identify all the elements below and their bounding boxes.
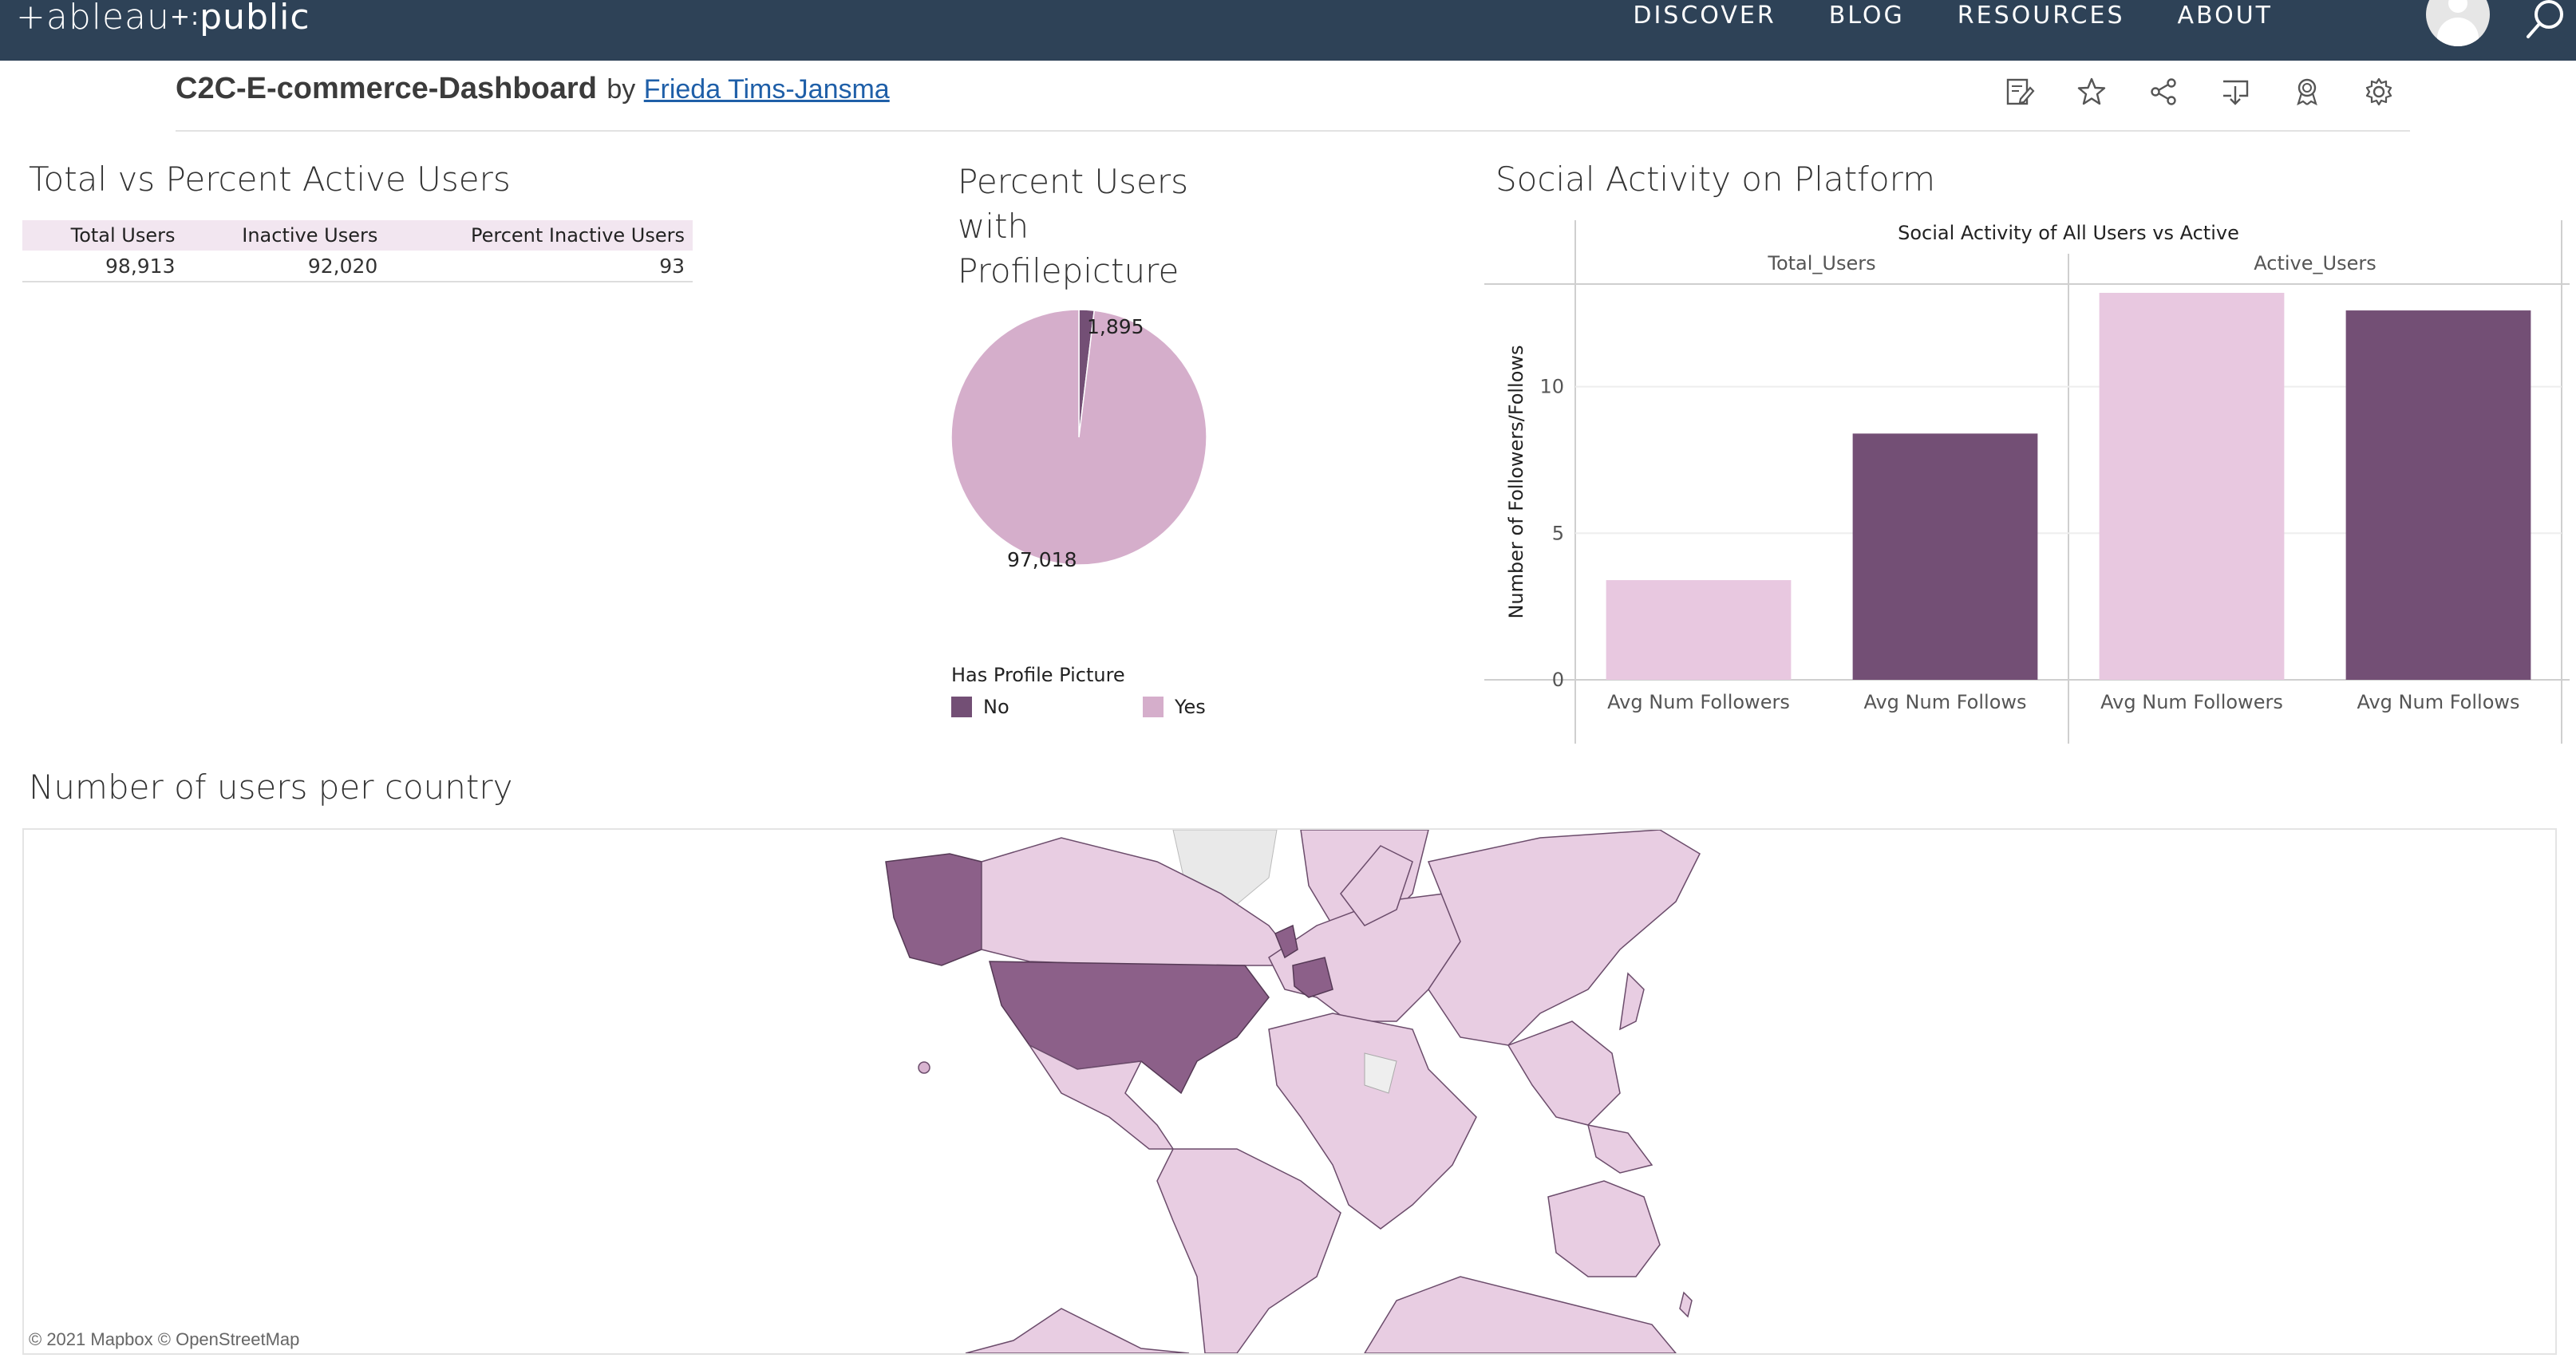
bar[interactable] [2099, 293, 2285, 680]
cell-total-users: 98,913 [22, 251, 184, 282]
legend-swatch-no [951, 697, 972, 717]
nav-blog[interactable]: BLOG [1828, 2, 1905, 30]
bar-chart-title: Social Activity of All Users vs Active [1898, 222, 2239, 244]
title-divider [176, 130, 2410, 132]
pie-label-no: 1,895 [1087, 315, 1144, 338]
viz-title: C2C-E-commerce-Dashboard [176, 72, 597, 105]
share-icon[interactable] [2148, 77, 2179, 107]
x-tick-label: Avg Num Follows [2357, 691, 2519, 713]
viz-by: by [606, 74, 636, 105]
nav-resources[interactable]: RESOURCES [1957, 2, 2125, 30]
search-icon[interactable] [2522, 0, 2570, 43]
viz-toolbar [2005, 77, 2394, 107]
badge-icon[interactable] [2292, 77, 2322, 107]
y-tick-label: 0 [1552, 669, 1564, 691]
col-total-users: Total Users [22, 220, 184, 251]
avatar[interactable] [2426, 0, 2490, 46]
legend-swatch-yes [1143, 697, 1164, 717]
bar[interactable] [1852, 433, 2038, 680]
tableau-public-logo[interactable]: +ableau+:public [16, 0, 310, 38]
panel-header: Total_Users [1767, 252, 1875, 274]
edit-icon[interactable] [2005, 77, 2035, 107]
kpi-table: Total Users Inactive Users Percent Inact… [22, 220, 693, 282]
col-percent-inactive: Percent Inactive Users [385, 220, 693, 251]
pie-slice-yes[interactable] [950, 309, 1207, 566]
cell-percent-inactive: 93 [385, 251, 693, 282]
y-tick-label: 5 [1552, 522, 1564, 544]
users-per-country-map[interactable] [22, 828, 2557, 1355]
col-inactive-users: Inactive Users [183, 220, 386, 251]
map-attribution: © 2021 Mapbox © OpenStreetMap [29, 1329, 300, 1349]
map-sheet-title: Number of users per country [29, 768, 513, 807]
author-link[interactable]: Frieda Tims-Jansma [643, 74, 890, 105]
star-icon[interactable] [2076, 77, 2107, 107]
bar[interactable] [1606, 580, 1792, 680]
panel-header: Active_Users [2254, 252, 2376, 274]
viz-title-bar: C2C-E-commerce-Dashboard by Frieda Tims-… [176, 72, 890, 116]
nav-about[interactable]: ABOUT [2177, 2, 2273, 30]
download-icon[interactable] [2220, 77, 2250, 107]
social-activity-bar-chart[interactable]: Social Activity of All Users vs Active 0 5… [1484, 214, 2570, 748]
pie-legend: Has Profile Picture No Yes [951, 664, 1334, 718]
profile-picture-pie[interactable]: 1,895 97,018 [942, 295, 1245, 582]
table-row[interactable]: 98,913 92,020 93 [22, 251, 693, 282]
x-tick-label: Avg Num Followers [2100, 691, 2283, 713]
cell-inactive-users: 92,020 [183, 251, 386, 282]
x-tick-label: Avg Num Follows [1863, 691, 2026, 713]
bar-sheet-title: Social Activity on Platform [1495, 160, 1936, 199]
nav-discover[interactable]: DISCOVER [1633, 2, 1776, 30]
table-sheet-title: Total vs Percent Active Users [29, 160, 511, 199]
x-tick-label: Avg Num Followers [1607, 691, 1790, 713]
y-tick-label: 10 [1539, 376, 1564, 398]
y-axis-label: Number of Followers/Follows [1505, 345, 1527, 618]
bar[interactable] [2345, 310, 2531, 680]
legend-title: Has Profile Picture [951, 664, 1125, 686]
legend-item-no[interactable]: No [951, 696, 1143, 718]
nav-links: DISCOVER BLOG RESOURCES ABOUT [1633, 0, 2273, 32]
gear-icon[interactable] [2364, 77, 2394, 107]
pie-label-yes: 97,018 [1007, 548, 1077, 571]
top-nav: +ableau+:public DISCOVER BLOG RESOURCES … [0, 0, 2576, 61]
pie-sheet-title: Percent Users with Profilepicture [958, 162, 1188, 290]
world-map[interactable] [24, 830, 2555, 1353]
legend-item-yes[interactable]: Yes [1143, 696, 1334, 718]
